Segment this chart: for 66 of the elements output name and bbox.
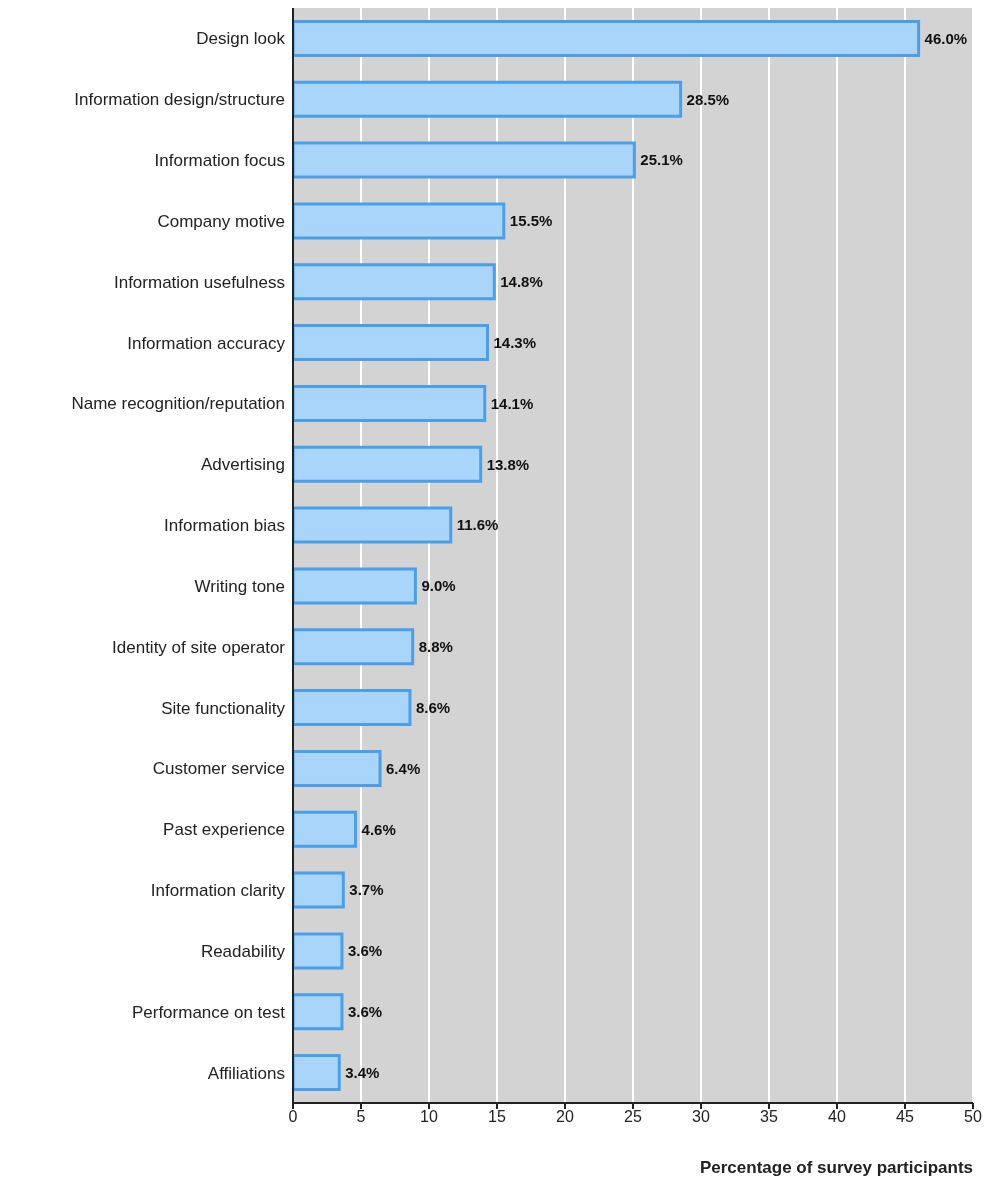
data-label: 46.0% [924, 29, 968, 47]
data-label: 25.1% [640, 151, 683, 169]
y-tick-label: Customer service [152, 759, 285, 779]
y-tick-label: Information bias [164, 516, 285, 536]
data-label: 13.8% [486, 455, 530, 473]
x-tick-label: 25 [624, 1108, 642, 1126]
y-tick-label: Name recognition/reputation [71, 394, 285, 414]
bar [293, 202, 506, 240]
bar [293, 445, 483, 483]
data-label: 4.6% [361, 820, 396, 838]
x-tick-label: 50 [964, 1108, 982, 1126]
y-tick-label: Advertising [200, 455, 285, 475]
x-tick-label: 20 [556, 1108, 574, 1126]
bar [293, 932, 344, 970]
bar [293, 19, 921, 57]
x-tick-label: 35 [760, 1108, 778, 1126]
x-tick-label: 30 [692, 1108, 710, 1126]
bar [293, 506, 453, 544]
x-tick-label: 10 [420, 1108, 438, 1126]
data-label: 14.1% [490, 394, 534, 412]
y-tick-label: Past experience [163, 820, 285, 840]
bar [293, 689, 412, 727]
data-label: 14.8% [500, 273, 543, 291]
x-tick-label: 0 [288, 1108, 298, 1126]
bar [293, 263, 496, 301]
y-tick-label: Readability [200, 941, 286, 961]
y-tick-label: Affiliations [207, 1063, 285, 1083]
y-tick-label: Information clarity [150, 881, 286, 901]
y-tick-label: Information usefulness [113, 272, 285, 292]
y-tick-label: Design look [196, 29, 286, 49]
data-label: 15.5% [509, 212, 553, 230]
bar [293, 80, 683, 118]
y-tick-label: Information focus [154, 151, 285, 171]
data-label: 8.6% [415, 698, 451, 716]
y-tick-label: Performance on test [131, 1002, 286, 1022]
bar [293, 324, 489, 362]
data-label: 14.3% [493, 333, 537, 351]
x-axis-title: Percentage of survey participants [699, 1158, 973, 1177]
bar [293, 567, 417, 605]
data-label: 6.4% [386, 759, 421, 777]
bar [293, 871, 345, 909]
bar [293, 628, 415, 666]
y-tick-label: Site functionality [161, 698, 286, 718]
data-label: 9.0% [421, 577, 456, 595]
y-tick-label: Writing tone [194, 576, 285, 596]
bar [293, 810, 358, 848]
y-tick-label: Identity of site operator [112, 637, 286, 657]
data-label: 28.5% [686, 90, 730, 108]
bar [293, 141, 636, 179]
bar [293, 1054, 341, 1092]
data-label: 11.6% [456, 516, 499, 534]
data-label: 3.6% [347, 1003, 383, 1021]
bar [293, 993, 344, 1031]
bar [293, 384, 487, 422]
y-tick-label: Company motive [157, 211, 285, 231]
y-tick-label: Information design/structure [74, 90, 285, 110]
x-tick-label: 40 [828, 1108, 846, 1126]
bar [293, 749, 382, 787]
y-tick-label: Information accuracy [127, 333, 286, 353]
x-tick-label: 45 [896, 1108, 914, 1126]
data-label: 3.7% [349, 881, 384, 899]
x-tick-label: 5 [356, 1108, 366, 1126]
data-label: 8.8% [418, 638, 453, 656]
x-tick-label: 15 [488, 1108, 506, 1126]
data-label: 3.6% [347, 942, 383, 960]
data-label: 3.4% [345, 1063, 380, 1081]
